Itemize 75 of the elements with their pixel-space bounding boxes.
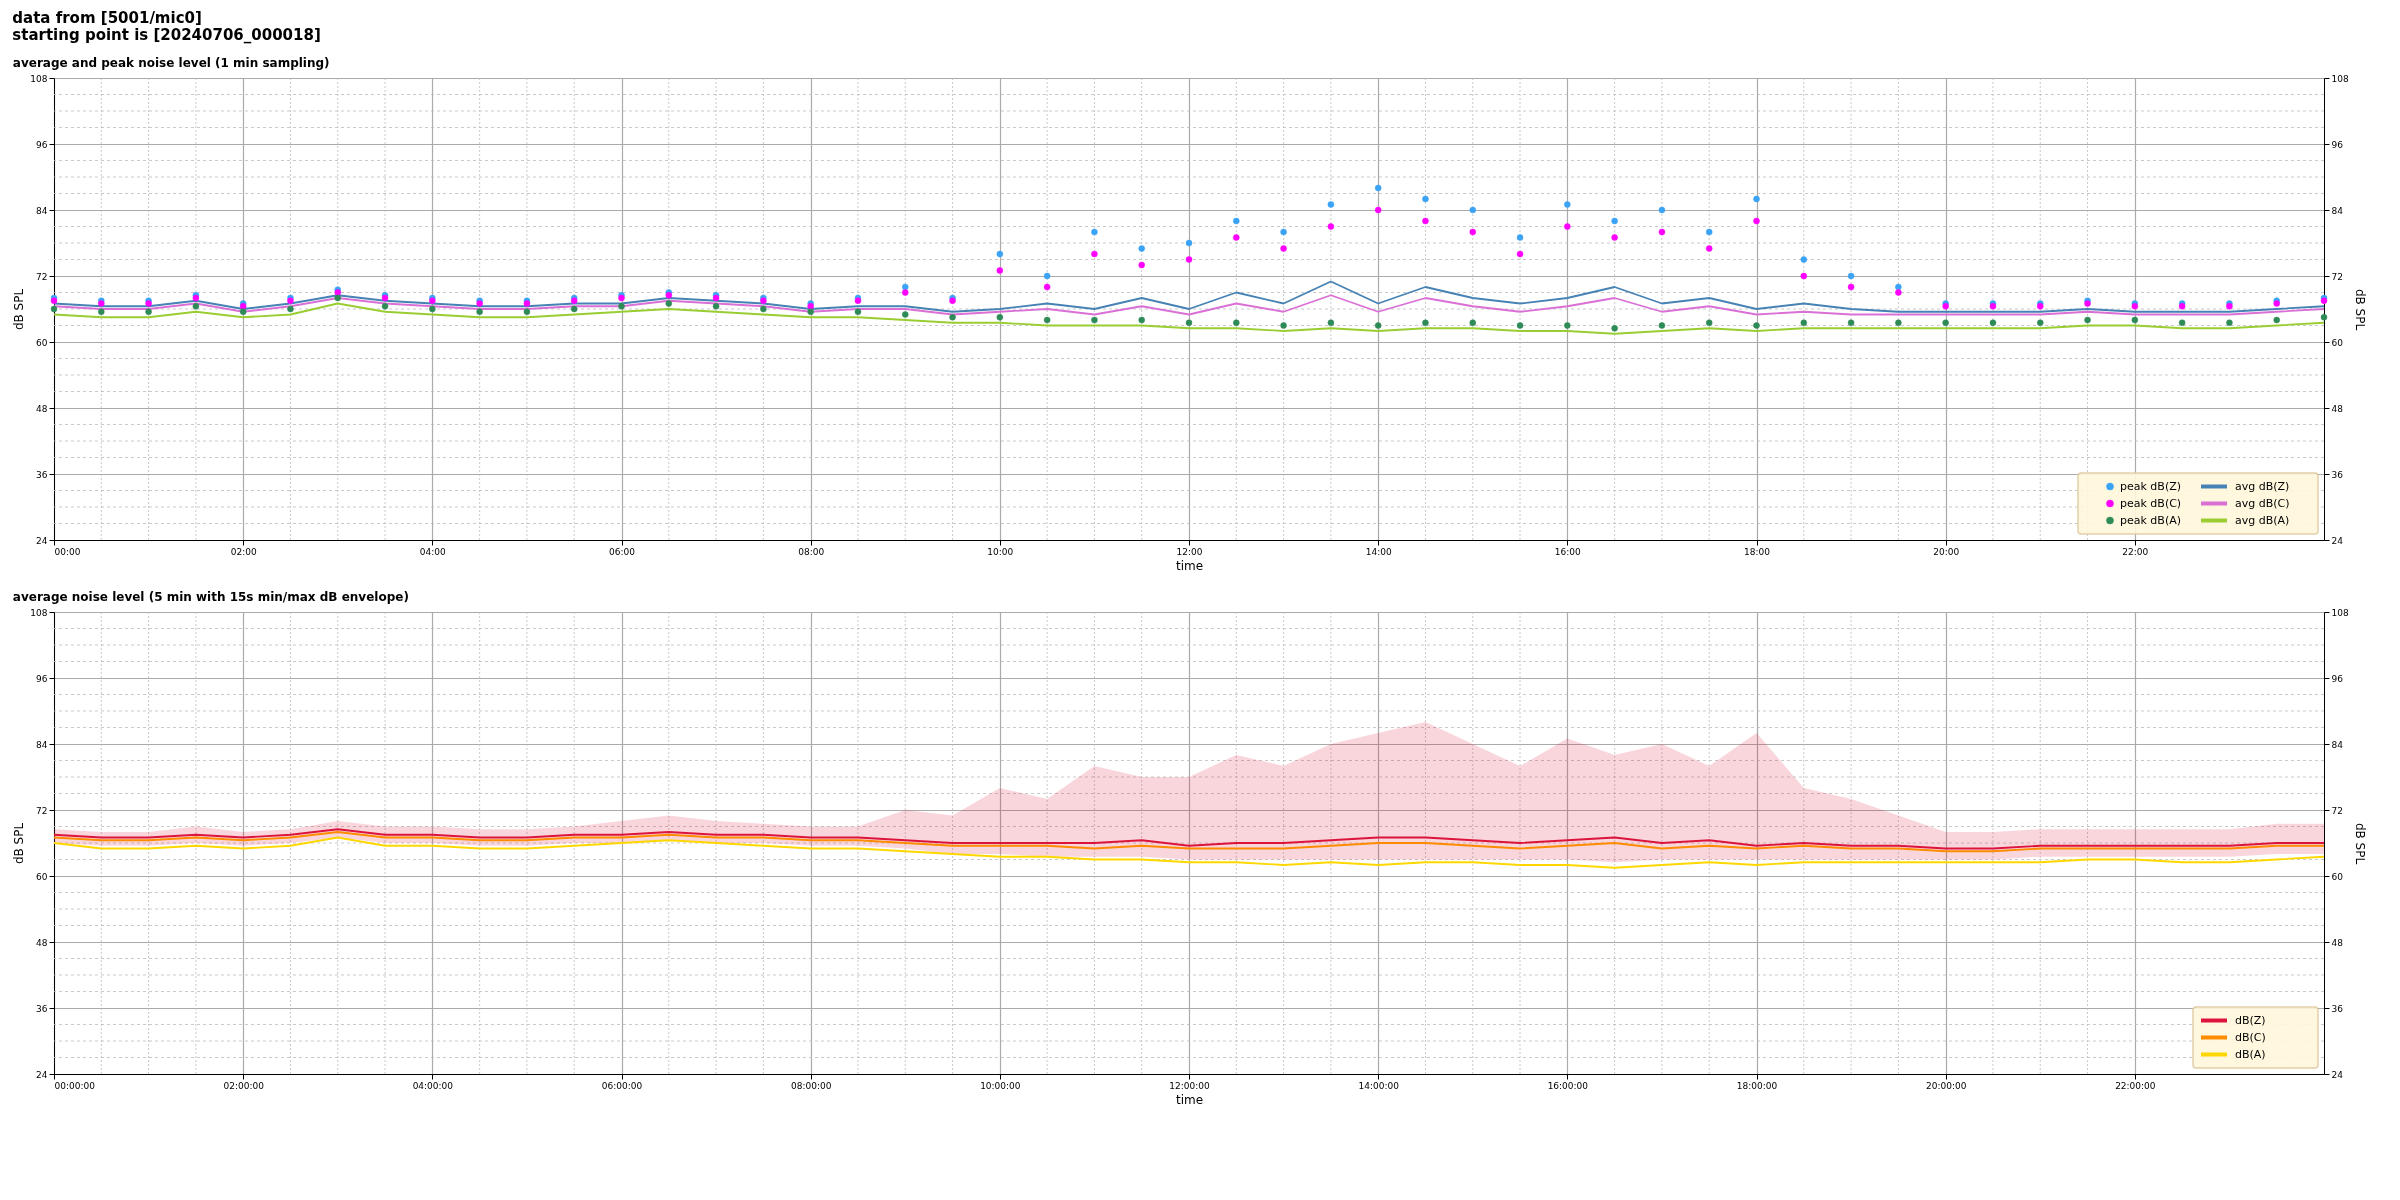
y2-tick-label: 72 bbox=[2331, 271, 2343, 282]
x-tick-label: 02:00 bbox=[230, 546, 257, 557]
y-axis-title: dB SPL bbox=[12, 288, 27, 331]
x-tick-label: 22:00:00 bbox=[2115, 1080, 2156, 1091]
x-tick-label: 04:00:00 bbox=[412, 1080, 454, 1091]
y2-tick-label: 48 bbox=[2331, 937, 2344, 948]
chart-title: average and peak noise level (1 min sampling) bbox=[12, 56, 330, 70]
x-tick-label: 08:00 bbox=[798, 546, 825, 557]
x-tick-label: 12:00:00 bbox=[1169, 1080, 1210, 1091]
chart-title: average noise level (5 min with 15s min/max dB envelope) bbox=[12, 590, 409, 604]
x-axis-title: time bbox=[1175, 1092, 1204, 1107]
x-tick-label: 16:00:00 bbox=[1547, 1080, 1589, 1091]
y2-tick-label: 36 bbox=[2331, 469, 2344, 480]
legend-label: avg dB(C) bbox=[2235, 496, 2290, 510]
x-tick-label: 00:00:00 bbox=[54, 1080, 96, 1091]
y2-tick-label: 84 bbox=[2331, 205, 2344, 216]
y-tick-label: 96 bbox=[36, 139, 48, 150]
x-tick-label: 14:00 bbox=[1365, 546, 1392, 557]
x-tick-label: 10:00 bbox=[987, 546, 1014, 557]
text: data from [5001/mic0] bbox=[12, 8, 202, 27]
y2-tick-label: 36 bbox=[2331, 1003, 2344, 1014]
y-tick-label: 24 bbox=[36, 1069, 48, 1080]
y2-tick-label: 108 bbox=[2331, 73, 2349, 84]
y-tick-label: 36 bbox=[36, 469, 48, 480]
y-tick-label: 108 bbox=[30, 73, 48, 84]
y-tick-label: 108 bbox=[30, 607, 48, 618]
legend-label: avg dB(A) bbox=[2235, 513, 2290, 527]
legend-label: avg dB(Z) bbox=[2235, 479, 2290, 493]
x-tick-label: 10:00:00 bbox=[980, 1080, 1021, 1091]
y2-tick-label: 96 bbox=[2331, 673, 2344, 684]
y-tick-label: 48 bbox=[36, 937, 48, 948]
x-axis-title: time bbox=[1175, 558, 1204, 573]
y-tick-label: 72 bbox=[36, 805, 48, 816]
y2-tick-label: 96 bbox=[2331, 139, 2344, 150]
x-tick-label: 22:00 bbox=[2122, 546, 2149, 557]
y2-tick-label: 60 bbox=[2331, 337, 2344, 348]
x-tick-label: 18:00 bbox=[1744, 546, 1771, 557]
x-tick-label: 16:00 bbox=[1554, 546, 1582, 557]
y2-tick-label: 72 bbox=[2331, 805, 2343, 816]
x-tick-label: 00:00 bbox=[54, 546, 81, 557]
y-tick-label: 72 bbox=[36, 271, 48, 282]
y-tick-label: 60 bbox=[36, 871, 48, 882]
legend-label: dB(A) bbox=[2235, 1047, 2266, 1061]
y2-tick-label: 84 bbox=[2331, 739, 2344, 750]
y2-tick-label: 24 bbox=[2331, 535, 2344, 546]
x-tick-label: 02:00:00 bbox=[223, 1080, 265, 1091]
x-tick-label: 12:00 bbox=[1176, 546, 1203, 557]
x-tick-label: 14:00:00 bbox=[1358, 1080, 1400, 1091]
y-tick-label: 84 bbox=[36, 739, 48, 750]
x-tick-label: 06:00 bbox=[609, 546, 636, 557]
y-axis-title: dB SPL bbox=[12, 822, 27, 865]
y2-tick-label: 24 bbox=[2331, 1069, 2344, 1080]
y2-tick-label: 108 bbox=[2331, 607, 2349, 618]
legend-label: dB(C) bbox=[2235, 1030, 2266, 1044]
y-tick-label: 24 bbox=[36, 535, 48, 546]
y-tick-label: 36 bbox=[36, 1003, 48, 1014]
legend-label: dB(Z) bbox=[2235, 1013, 2266, 1027]
y2-axis-title: dB SPL bbox=[2352, 822, 2367, 865]
y2-tick-label: 48 bbox=[2331, 403, 2344, 414]
x-tick-label: 06:00:00 bbox=[601, 1080, 643, 1091]
y-tick-label: 48 bbox=[36, 403, 48, 414]
legend-label: peak dB(C) bbox=[2120, 496, 2182, 510]
y-tick-label: 84 bbox=[36, 205, 48, 216]
y-tick-label: 96 bbox=[36, 673, 48, 684]
text: starting point is [20240706_000018] bbox=[12, 25, 321, 44]
y2-axis-title: dB SPL bbox=[2352, 288, 2367, 331]
x-tick-label: 08:00:00 bbox=[790, 1080, 832, 1091]
y-tick-label: 60 bbox=[36, 337, 48, 348]
y2-tick-label: 60 bbox=[2331, 871, 2344, 882]
x-tick-label: 20:00:00 bbox=[1925, 1080, 1967, 1091]
x-tick-label: 20:00 bbox=[1933, 546, 1960, 557]
x-tick-label: 04:00 bbox=[419, 546, 447, 557]
legend-label: peak dB(A) bbox=[2120, 513, 2181, 527]
x-tick-label: 18:00:00 bbox=[1736, 1080, 1778, 1091]
legend-label: peak dB(Z) bbox=[2120, 479, 2182, 493]
